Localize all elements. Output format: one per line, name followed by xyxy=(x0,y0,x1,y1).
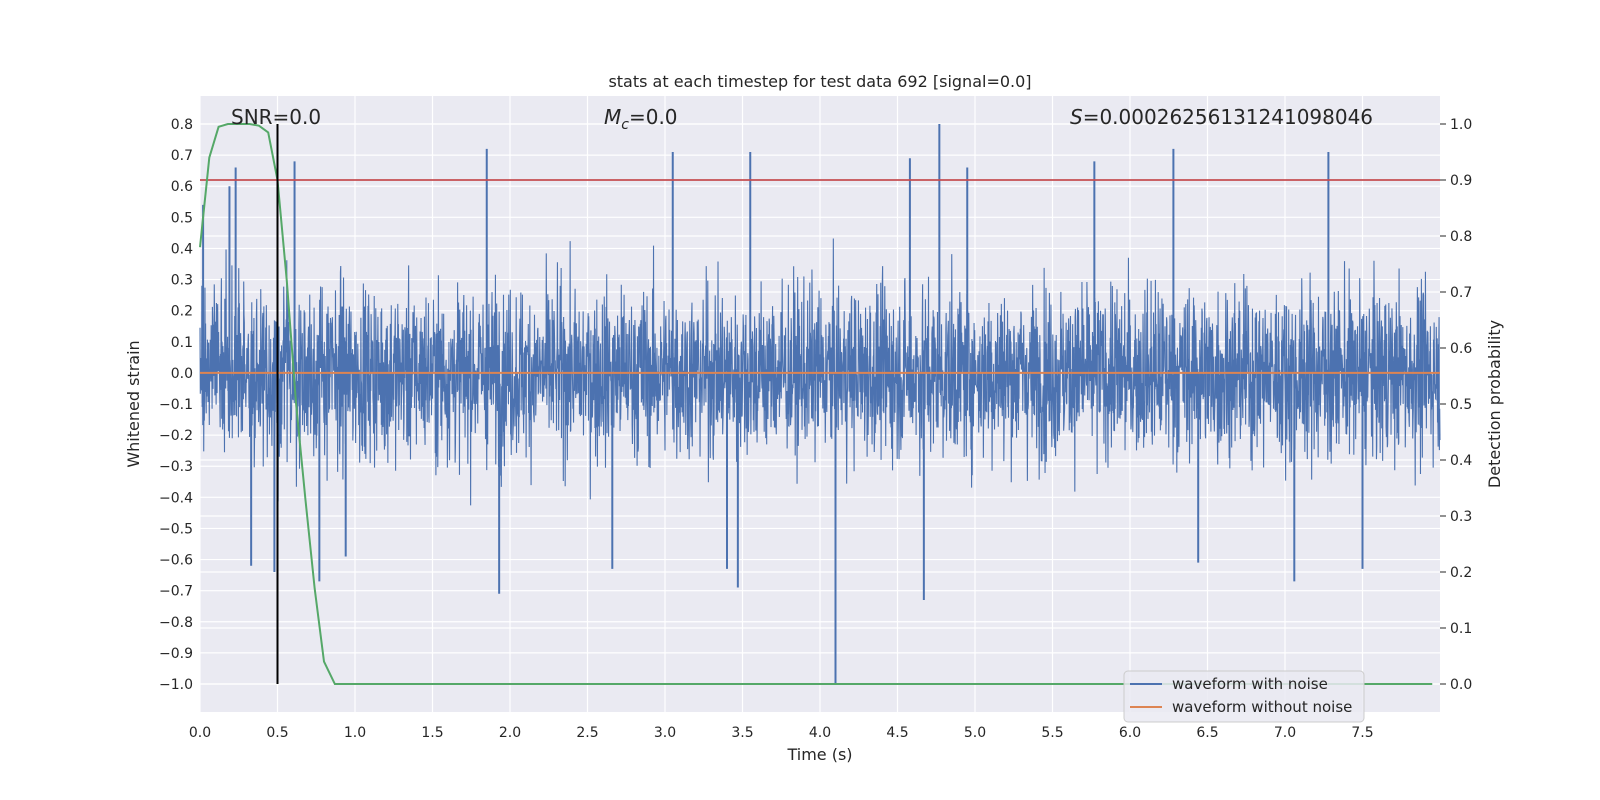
legend: waveform with noise waveform without noi… xyxy=(1123,670,1365,723)
y2-tick-label: 0.7 xyxy=(1450,285,1472,301)
chirp-mass-value: =0.0 xyxy=(629,105,678,129)
chirp-mass-symbol: M xyxy=(604,105,621,129)
s-value: =0.00026256131241098046 xyxy=(1083,105,1373,129)
series-layer xyxy=(199,123,1441,685)
y-axis-label: Whitened strain xyxy=(124,340,143,467)
y-tick-label: −0.7 xyxy=(159,584,193,600)
x-tick-label: 4.5 xyxy=(886,725,908,741)
y-tick-label: −0.1 xyxy=(159,397,193,413)
y-tick-label: 0.8 xyxy=(171,117,193,133)
noisy-waveform-line xyxy=(199,238,1441,506)
y-tick-label: −0.4 xyxy=(159,490,193,506)
y-tick-label: 0.0 xyxy=(171,366,193,382)
y-tick-label: −0.5 xyxy=(159,521,193,537)
y-tick-label: 0.3 xyxy=(171,273,193,289)
y2-tick-label: 0.0 xyxy=(1450,677,1472,693)
y2-tick-label: 0.2 xyxy=(1450,565,1472,581)
x-tick-label: 3.5 xyxy=(731,725,753,741)
x-tick-label: 2.5 xyxy=(576,725,598,741)
y2-tick-label: 0.9 xyxy=(1450,173,1472,189)
y-tick-label: −1.0 xyxy=(159,677,193,693)
x-tick-label: 0.5 xyxy=(266,725,288,741)
x-tick-label: 0.0 xyxy=(189,725,211,741)
y-tick-label: −0.9 xyxy=(159,646,193,662)
x-tick-label: 1.5 xyxy=(421,725,443,741)
y2-tick-label: 1.0 xyxy=(1450,117,1472,133)
y2-tick-label: 0.3 xyxy=(1450,509,1472,525)
y2-tick-label: 0.4 xyxy=(1450,453,1472,469)
y-tick-label: 0.1 xyxy=(171,335,193,351)
y2-tick-label: 0.5 xyxy=(1450,397,1472,413)
ticks-layer: 0.0 0.5 1.0 1.5 2.0 2.5 3.0 3.5 4.0 4.5 5.0 5.5 6.0 6… xyxy=(159,117,1472,741)
s-annotation: S=0.00026256131241098046 xyxy=(1070,105,1373,129)
y-tick-label: −0.2 xyxy=(159,428,193,444)
y2-tick-label: 0.8 xyxy=(1450,229,1472,245)
x-tick-label: 6.0 xyxy=(1119,725,1141,741)
x-tick-label: 6.5 xyxy=(1196,725,1218,741)
x-tick-label: 4.0 xyxy=(809,725,831,741)
s-symbol: S xyxy=(1070,105,1083,129)
chirp-mass-subscript: c xyxy=(621,117,629,133)
chirp-mass-annotation: Mc=0.0 xyxy=(604,105,678,133)
y2-tick-label: 0.6 xyxy=(1450,341,1472,357)
y2-axis-label: Detection probability xyxy=(1485,320,1504,488)
y-tick-label: 0.7 xyxy=(171,148,193,164)
x-tick-label: 7.5 xyxy=(1351,725,1373,741)
legend-label-noisy: waveform with noise xyxy=(1172,675,1328,693)
y2-tick-label: 0.1 xyxy=(1450,621,1472,637)
detection-probability-line xyxy=(199,123,1433,685)
x-tick-label: 5.5 xyxy=(1041,725,1063,741)
x-tick-label: 3.0 xyxy=(654,725,676,741)
snr-annotation: SNR=0.0 xyxy=(231,105,321,129)
legend-label-clean: waveform without noise xyxy=(1172,698,1352,716)
y-tick-label: −0.8 xyxy=(159,615,193,631)
x-axis-label: Time (s) xyxy=(786,745,852,764)
x-tick-label: 7.0 xyxy=(1274,725,1296,741)
y-tick-label: 0.5 xyxy=(171,210,193,226)
x-tick-label: 5.0 xyxy=(964,725,986,741)
x-tick-label: 2.0 xyxy=(499,725,521,741)
y-tick-label: 0.2 xyxy=(171,304,193,320)
chart-title: stats at each timestep for test data 692… xyxy=(608,72,1031,91)
legend-box xyxy=(1123,670,1365,723)
y-tick-label: 0.6 xyxy=(171,179,193,195)
y-tick-label: −0.3 xyxy=(159,459,193,475)
y-tick-label: 0.4 xyxy=(171,241,193,257)
y-tick-label: −0.6 xyxy=(159,553,193,569)
x-tick-label: 1.0 xyxy=(344,725,366,741)
